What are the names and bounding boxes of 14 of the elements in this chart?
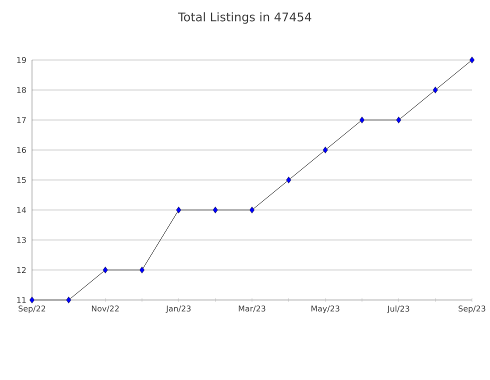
chart-title: Total Listings in 47454 — [178, 12, 312, 24]
point — [469, 56, 475, 64]
point — [359, 116, 365, 124]
point — [212, 206, 218, 214]
point — [432, 86, 438, 94]
point — [176, 206, 182, 214]
point — [286, 176, 292, 184]
point — [249, 206, 255, 214]
point — [322, 146, 328, 154]
point — [102, 266, 108, 274]
point — [139, 266, 145, 274]
point — [396, 116, 402, 124]
point — [29, 296, 35, 304]
point — [66, 296, 72, 304]
